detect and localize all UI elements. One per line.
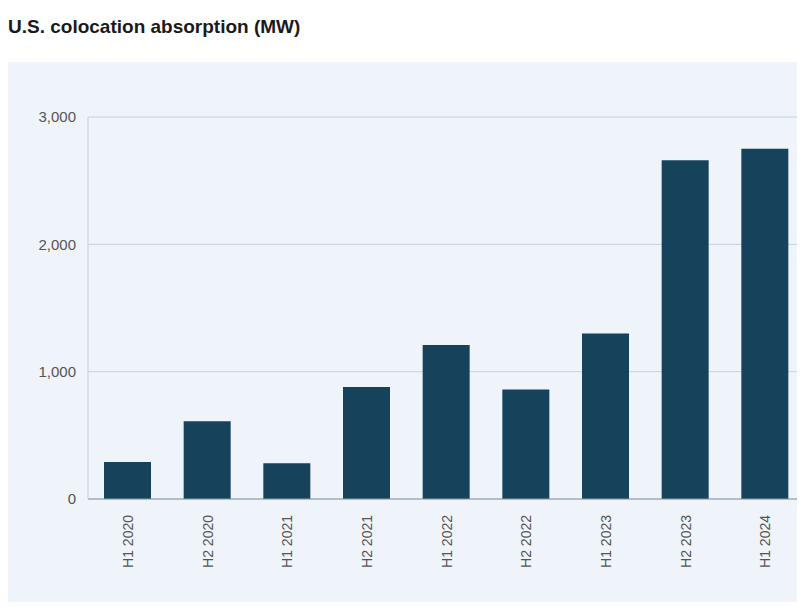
svg-text:H1 2024: H1 2024 — [757, 515, 773, 568]
svg-text:1,000: 1,000 — [38, 363, 76, 380]
svg-text:0: 0 — [68, 490, 76, 507]
svg-text:2,000: 2,000 — [38, 236, 76, 253]
svg-text:H1 2021: H1 2021 — [279, 515, 295, 568]
svg-text:H1 2022: H1 2022 — [439, 515, 455, 568]
svg-text:H1 2023: H1 2023 — [598, 515, 614, 568]
svg-text:H2 2020: H2 2020 — [200, 515, 216, 568]
svg-text:H1 2020: H1 2020 — [120, 515, 136, 568]
html-text:U.S. colocation absorption (MW: U.S. colocation absorption (MW) — [8, 16, 301, 37]
svg-text:H2 2021: H2 2021 — [359, 515, 375, 568]
svg-text:H2 2023: H2 2023 — [678, 515, 694, 568]
svg-text:3,000: 3,000 — [38, 108, 76, 125]
svg-text:H2 2022: H2 2022 — [518, 515, 534, 568]
